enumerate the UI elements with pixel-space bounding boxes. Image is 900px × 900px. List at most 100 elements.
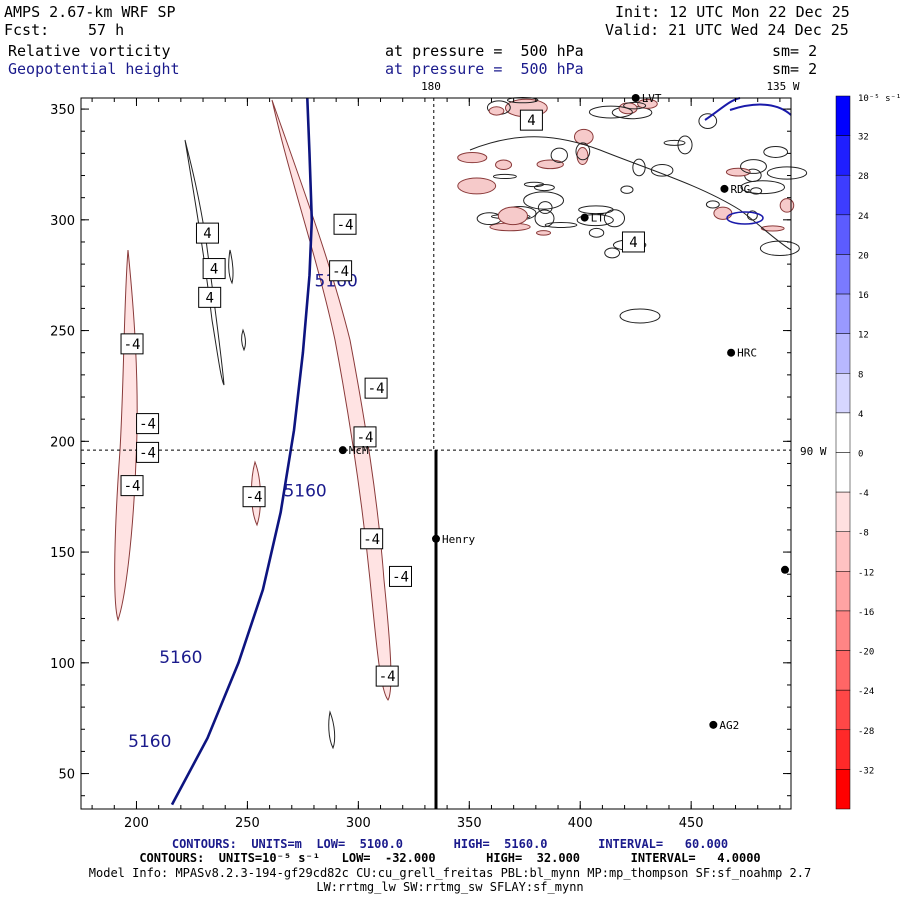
vorticity-positive-contour xyxy=(184,139,225,386)
vorticity-cell-contour xyxy=(537,201,553,214)
vorticity-label-box xyxy=(353,426,377,448)
vorticity-label: -4 xyxy=(332,264,349,280)
station-marker xyxy=(580,213,589,222)
y-tick-label: 50 xyxy=(58,768,75,783)
geopotential-height-contour xyxy=(170,97,314,806)
vorticity-cell-contour xyxy=(523,191,565,210)
vorticity-cell-contour xyxy=(492,173,517,180)
height-contour-label: 5160 xyxy=(283,482,326,502)
y-tick-label: 250 xyxy=(50,325,75,340)
vorticity-positive-contour xyxy=(328,710,336,750)
vorticity-label-box xyxy=(136,441,160,463)
vorticity-label: -4 xyxy=(392,569,409,585)
colorbar-level-label: -28 xyxy=(858,727,874,737)
model-info-2: LW:rrtmg_lw SW:rrtmg_sw SFLAY:sf_mynn xyxy=(316,880,584,894)
colorbar-swatch xyxy=(835,531,851,572)
vorticity-cell-contour xyxy=(495,159,513,171)
meridian-90w-label: 90 W xyxy=(800,445,827,458)
x-tick-label: 450 xyxy=(679,816,704,831)
vorticity-cell-contour xyxy=(623,101,647,110)
vorticity-cell-contour xyxy=(457,177,497,195)
y-tick-label: 350 xyxy=(50,103,75,118)
colorbar-swatch xyxy=(835,412,851,453)
vorticity-label: 4 xyxy=(210,262,218,278)
station-marker xyxy=(720,184,729,193)
colorbar-level-label: 24 xyxy=(858,212,869,222)
vorticity-cell-contour xyxy=(588,227,605,238)
vorticity-label-box xyxy=(242,486,266,508)
colorbar-swatch xyxy=(835,610,851,651)
colorbar-level-label: -24 xyxy=(858,687,874,697)
vorticity-cell-contour xyxy=(740,159,767,174)
colorbar-swatch xyxy=(835,729,851,770)
colorbar-level-label: 28 xyxy=(858,172,869,182)
vorticity-label-box xyxy=(329,260,353,282)
field1-name: Relative vorticity xyxy=(8,42,171,60)
colorbar-swatch xyxy=(835,135,851,176)
station-marker xyxy=(709,720,718,729)
vorticity-cell-contour xyxy=(534,209,555,228)
colorbar-level-label: 12 xyxy=(858,331,869,341)
colorbar-level-label: 20 xyxy=(858,251,869,261)
y-tick-label: 300 xyxy=(50,214,75,229)
station-label: LT xyxy=(591,212,605,225)
vorticity-label-box xyxy=(333,213,357,235)
vorticity-negative-band xyxy=(271,99,392,701)
init-time: Init: 12 UTC Mon 22 Dec 25 xyxy=(615,3,850,21)
station-label: AG2 xyxy=(719,719,739,732)
vorticity-label: -4 xyxy=(363,532,380,548)
plot-frame xyxy=(80,97,792,810)
colorbar-level-label: -20 xyxy=(858,648,874,658)
forecast-label: Fcst: xyxy=(4,21,50,39)
vorticity-label: 4 xyxy=(203,226,211,242)
colorbar-level-label: 16 xyxy=(858,291,869,301)
vorticity-label-box xyxy=(195,222,219,244)
colorbar-level-label: 4 xyxy=(858,410,863,420)
vorticity-label-box xyxy=(198,286,222,308)
vorticity-cell-contour xyxy=(725,167,751,177)
vorticity-cell-contour xyxy=(740,180,786,195)
vorticity-label-box xyxy=(120,475,144,497)
station-marker xyxy=(432,534,440,543)
station-label: RDG xyxy=(730,183,750,196)
vorticity-label-box xyxy=(519,109,543,131)
colorbar-level-label: -4 xyxy=(858,489,869,499)
colorbar-level-label: -8 xyxy=(858,529,869,539)
field1-smoothing: sm= 2 xyxy=(772,42,818,60)
vorticity-label-box xyxy=(621,231,645,253)
height-contour-label: 5160 xyxy=(128,732,171,752)
vorticity-label-box xyxy=(375,665,399,687)
colorbar-units: 10⁻⁵ s⁻¹ xyxy=(858,94,900,104)
height-contour-info: CONTOURS: UNITS=m LOW= 5100.0 HIGH= 5160… xyxy=(171,837,729,851)
field1-level: at pressure = 500 hPa xyxy=(385,42,584,60)
vorticity-label-box xyxy=(202,258,226,280)
vorticity-label: 4 xyxy=(205,290,213,306)
colorbar-swatch xyxy=(835,333,851,374)
station-label: Henry xyxy=(442,533,475,546)
station-marker xyxy=(781,565,789,574)
meridian-135w-label: 135 W xyxy=(766,80,799,93)
station-marker xyxy=(338,446,347,455)
vorticity-cell-contour xyxy=(705,200,720,209)
forecast-value: 57 h xyxy=(88,21,125,39)
vorticity-cell-contour xyxy=(575,142,591,161)
vorticity-cell-contour xyxy=(619,308,661,324)
vorticity-positive-contour xyxy=(228,249,234,285)
vorticity-label: -4 xyxy=(139,445,156,461)
vorticity-cell-contour xyxy=(620,185,634,194)
station-label: HRC xyxy=(737,347,757,360)
vorticity-cell-contour xyxy=(536,230,552,236)
vorticity-label: -4 xyxy=(368,381,385,397)
y-tick-label: 100 xyxy=(50,657,75,672)
vorticity-cell-contour xyxy=(760,225,785,232)
x-tick-label: 200 xyxy=(124,816,149,831)
station-marker xyxy=(727,348,736,357)
vorticity-cell-contour xyxy=(544,221,578,229)
vorticity-positive-cell xyxy=(726,211,764,225)
colorbar-swatch xyxy=(835,214,851,255)
vorticity-label: -4 xyxy=(124,479,141,495)
vorticity-cell-contour xyxy=(763,146,789,158)
vorticity-cell-contour xyxy=(533,183,555,192)
